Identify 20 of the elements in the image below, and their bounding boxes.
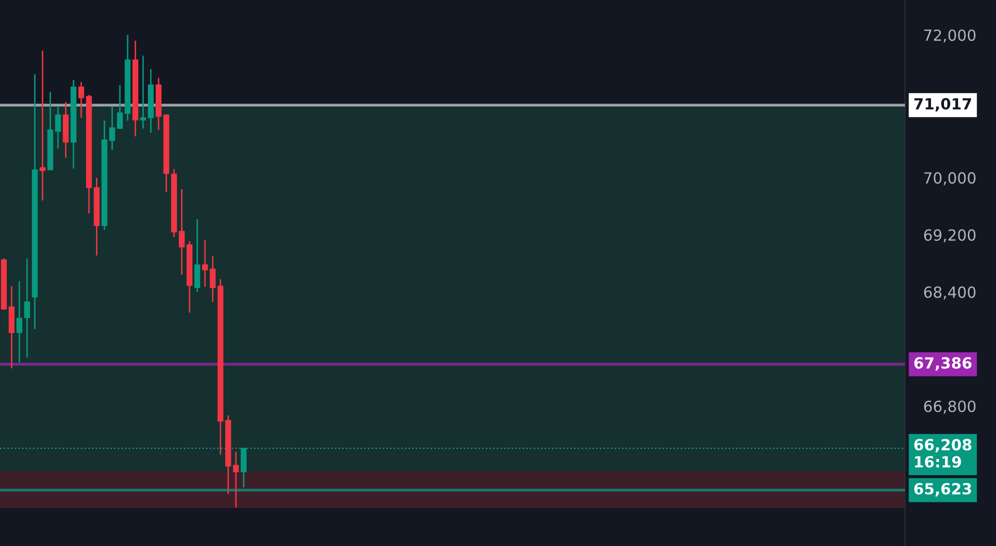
y-tick-label: 68,400 — [924, 286, 976, 300]
y-tick-label: 72,000 — [924, 29, 976, 43]
ref-line-label: 67,386 — [914, 357, 972, 371]
candlestick — [24, 258, 30, 358]
candlestick — [16, 280, 22, 364]
candlestick — [178, 188, 185, 276]
candlestick — [140, 54, 146, 130]
candlestick — [78, 81, 84, 118]
candlestick — [40, 50, 46, 202]
y-tick-label: 69,200 — [924, 229, 976, 242]
ref-line-label: 66,208 16:19 — [914, 438, 972, 468]
y-tick-label: 66,800 — [924, 400, 976, 414]
candlestick — [232, 451, 239, 508]
candlestick — [202, 239, 208, 288]
candlestick — [210, 256, 216, 303]
candlestick — [55, 106, 61, 150]
y-tick-label: 70,000 — [924, 172, 976, 186]
candlestick — [194, 218, 200, 293]
ref-line-label: 65,623 — [914, 482, 972, 496]
ref-line-label: 71,017 — [914, 98, 972, 112]
